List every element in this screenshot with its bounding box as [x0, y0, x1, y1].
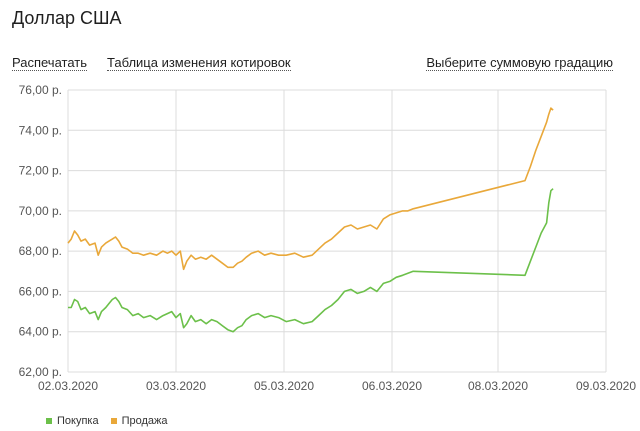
y-tick-label: 76,00 р.: [19, 83, 62, 97]
exchange-rate-chart: 62,00 р. 64,00 р. 66,00 р. 68,00 р. 70,00 р.…: [19, 83, 637, 393]
page-title: Доллар США: [12, 8, 122, 28]
legend-label-sell: Продажа: [121, 415, 168, 427]
x-tick-label: 08.03.2020: [468, 379, 528, 393]
y-tick-label: 70,00 р.: [19, 204, 62, 218]
sell-series-line: [67, 107, 554, 271]
chart-legend: Покупка Продажа: [46, 415, 180, 427]
legend-item-sell[interactable]: Продажа: [110, 415, 168, 427]
print-link[interactable]: Распечатать: [12, 55, 88, 71]
rate-table-link[interactable]: Таблица изменения котировок: [107, 55, 291, 71]
y-tick-label: 66,00 р.: [19, 284, 62, 298]
buy-series-line: [68, 188, 554, 333]
x-tick-label: 03.03.2020: [146, 379, 206, 393]
amount-gradation-link[interactable]: Выберите суммовую градацию: [426, 55, 613, 71]
legend-label-buy: Покупка: [57, 415, 99, 427]
y-tick-label: 72,00 р.: [19, 164, 62, 178]
legend-swatch-buy: [46, 418, 52, 424]
legend-swatch-sell: [110, 418, 117, 424]
x-tick-label: 06.03.2020: [362, 379, 422, 393]
x-tick-label: 09.03.2020: [576, 379, 636, 393]
y-tick-label: 74,00 р.: [19, 123, 62, 137]
chart-series: [67, 107, 554, 333]
chart-grid: [67, 89, 607, 373]
legend-item-buy[interactable]: Покупка: [46, 415, 99, 427]
y-tick-label: 64,00 р.: [19, 325, 62, 339]
x-tick-label: 02.03.2020: [38, 379, 98, 393]
x-tick-label: 05.03.2020: [254, 379, 314, 393]
x-axis: 02.03.2020 03.03.2020 05.03.2020 06.03.2020…: [38, 379, 636, 393]
y-tick-label: 62,00 р.: [19, 365, 62, 379]
y-axis: 62,00 р. 64,00 р. 66,00 р. 68,00 р. 70,00 р.…: [19, 83, 62, 379]
y-tick-label: 68,00 р.: [19, 244, 62, 258]
